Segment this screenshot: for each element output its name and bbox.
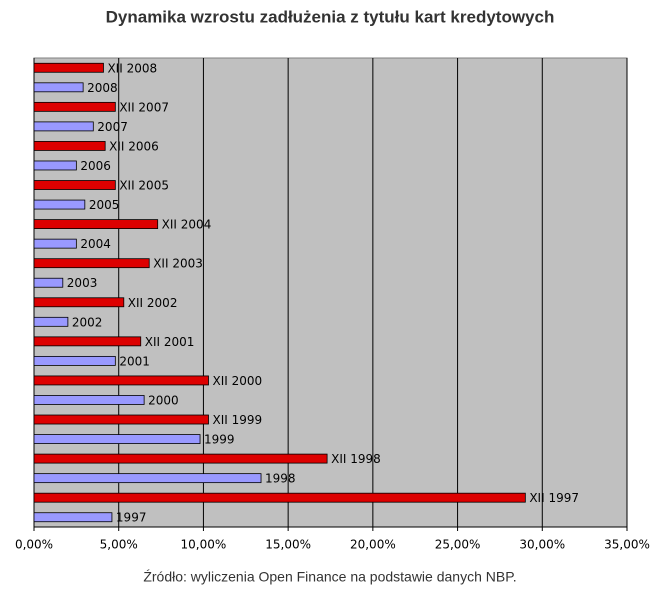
- bar-label: XII 2006: [109, 139, 159, 153]
- bar: [33, 180, 116, 190]
- bar: [33, 375, 209, 386]
- bar-label: 2000: [148, 393, 179, 407]
- bar-label: XII 2003: [153, 257, 203, 271]
- bar-label: 2001: [119, 354, 150, 368]
- bar: [33, 434, 201, 444]
- bar-label: 2004: [80, 237, 111, 251]
- bar-label: XII 1999: [213, 413, 263, 427]
- bar-label: XII 2002: [128, 296, 178, 310]
- x-tick-label: 20,00%: [350, 538, 396, 552]
- x-tick-label: 0,00%: [15, 538, 53, 552]
- bar: [33, 316, 69, 327]
- bar-label: 2003: [67, 276, 98, 290]
- bar-label: 1997: [116, 511, 147, 525]
- bar-label: 2008: [87, 81, 118, 95]
- bar: [33, 121, 94, 132]
- x-tick-label: 30,00%: [519, 538, 565, 552]
- bar: [33, 297, 125, 308]
- bar: [33, 141, 106, 151]
- bar: [33, 492, 526, 503]
- bar-label: 1998: [265, 472, 296, 486]
- x-tick-label: 15,00%: [265, 538, 311, 552]
- x-tick-label: 35,00%: [604, 538, 650, 552]
- bar-label: XII 2005: [119, 179, 169, 193]
- bar: [33, 355, 116, 366]
- x-tick-label: 5,00%: [100, 538, 138, 552]
- bar: [33, 277, 64, 288]
- bar-label: XII 1998: [331, 452, 381, 466]
- x-tick-label: 10,00%: [181, 538, 227, 552]
- bar-label: 2007: [97, 120, 128, 134]
- bar: [33, 453, 328, 464]
- source-note: Źródło: wyliczenia Open Finance na podst…: [143, 569, 516, 585]
- bar: [33, 238, 77, 249]
- bar-label: XII 2001: [145, 335, 195, 349]
- bar: [33, 414, 209, 425]
- bar: [33, 199, 86, 210]
- bar: [33, 395, 145, 405]
- bar-label: 2005: [89, 198, 120, 212]
- bar: [33, 473, 262, 484]
- bar: [33, 62, 104, 73]
- bar-label: XII 2000: [213, 374, 263, 388]
- bar: [33, 512, 113, 523]
- bar-label: 1999: [204, 433, 235, 447]
- bar-label: XII 2007: [119, 100, 169, 114]
- bar: [33, 219, 159, 230]
- bar-label: XII 1997: [529, 491, 579, 505]
- bar-label: XII 2004: [162, 218, 212, 232]
- plot-area: [33, 57, 628, 528]
- bar: [33, 160, 77, 171]
- bar-label: 2002: [72, 315, 103, 329]
- bar-label: XII 2008: [107, 61, 157, 75]
- x-tick-label: 25,00%: [435, 538, 481, 552]
- bar: [33, 82, 84, 93]
- bar-label: 2006: [80, 159, 111, 173]
- bar: [33, 101, 116, 112]
- chart-title: Dynamika wzrostu zadłużenia z tytułu kar…: [106, 7, 555, 26]
- bar: [33, 258, 150, 269]
- bar: [33, 336, 142, 347]
